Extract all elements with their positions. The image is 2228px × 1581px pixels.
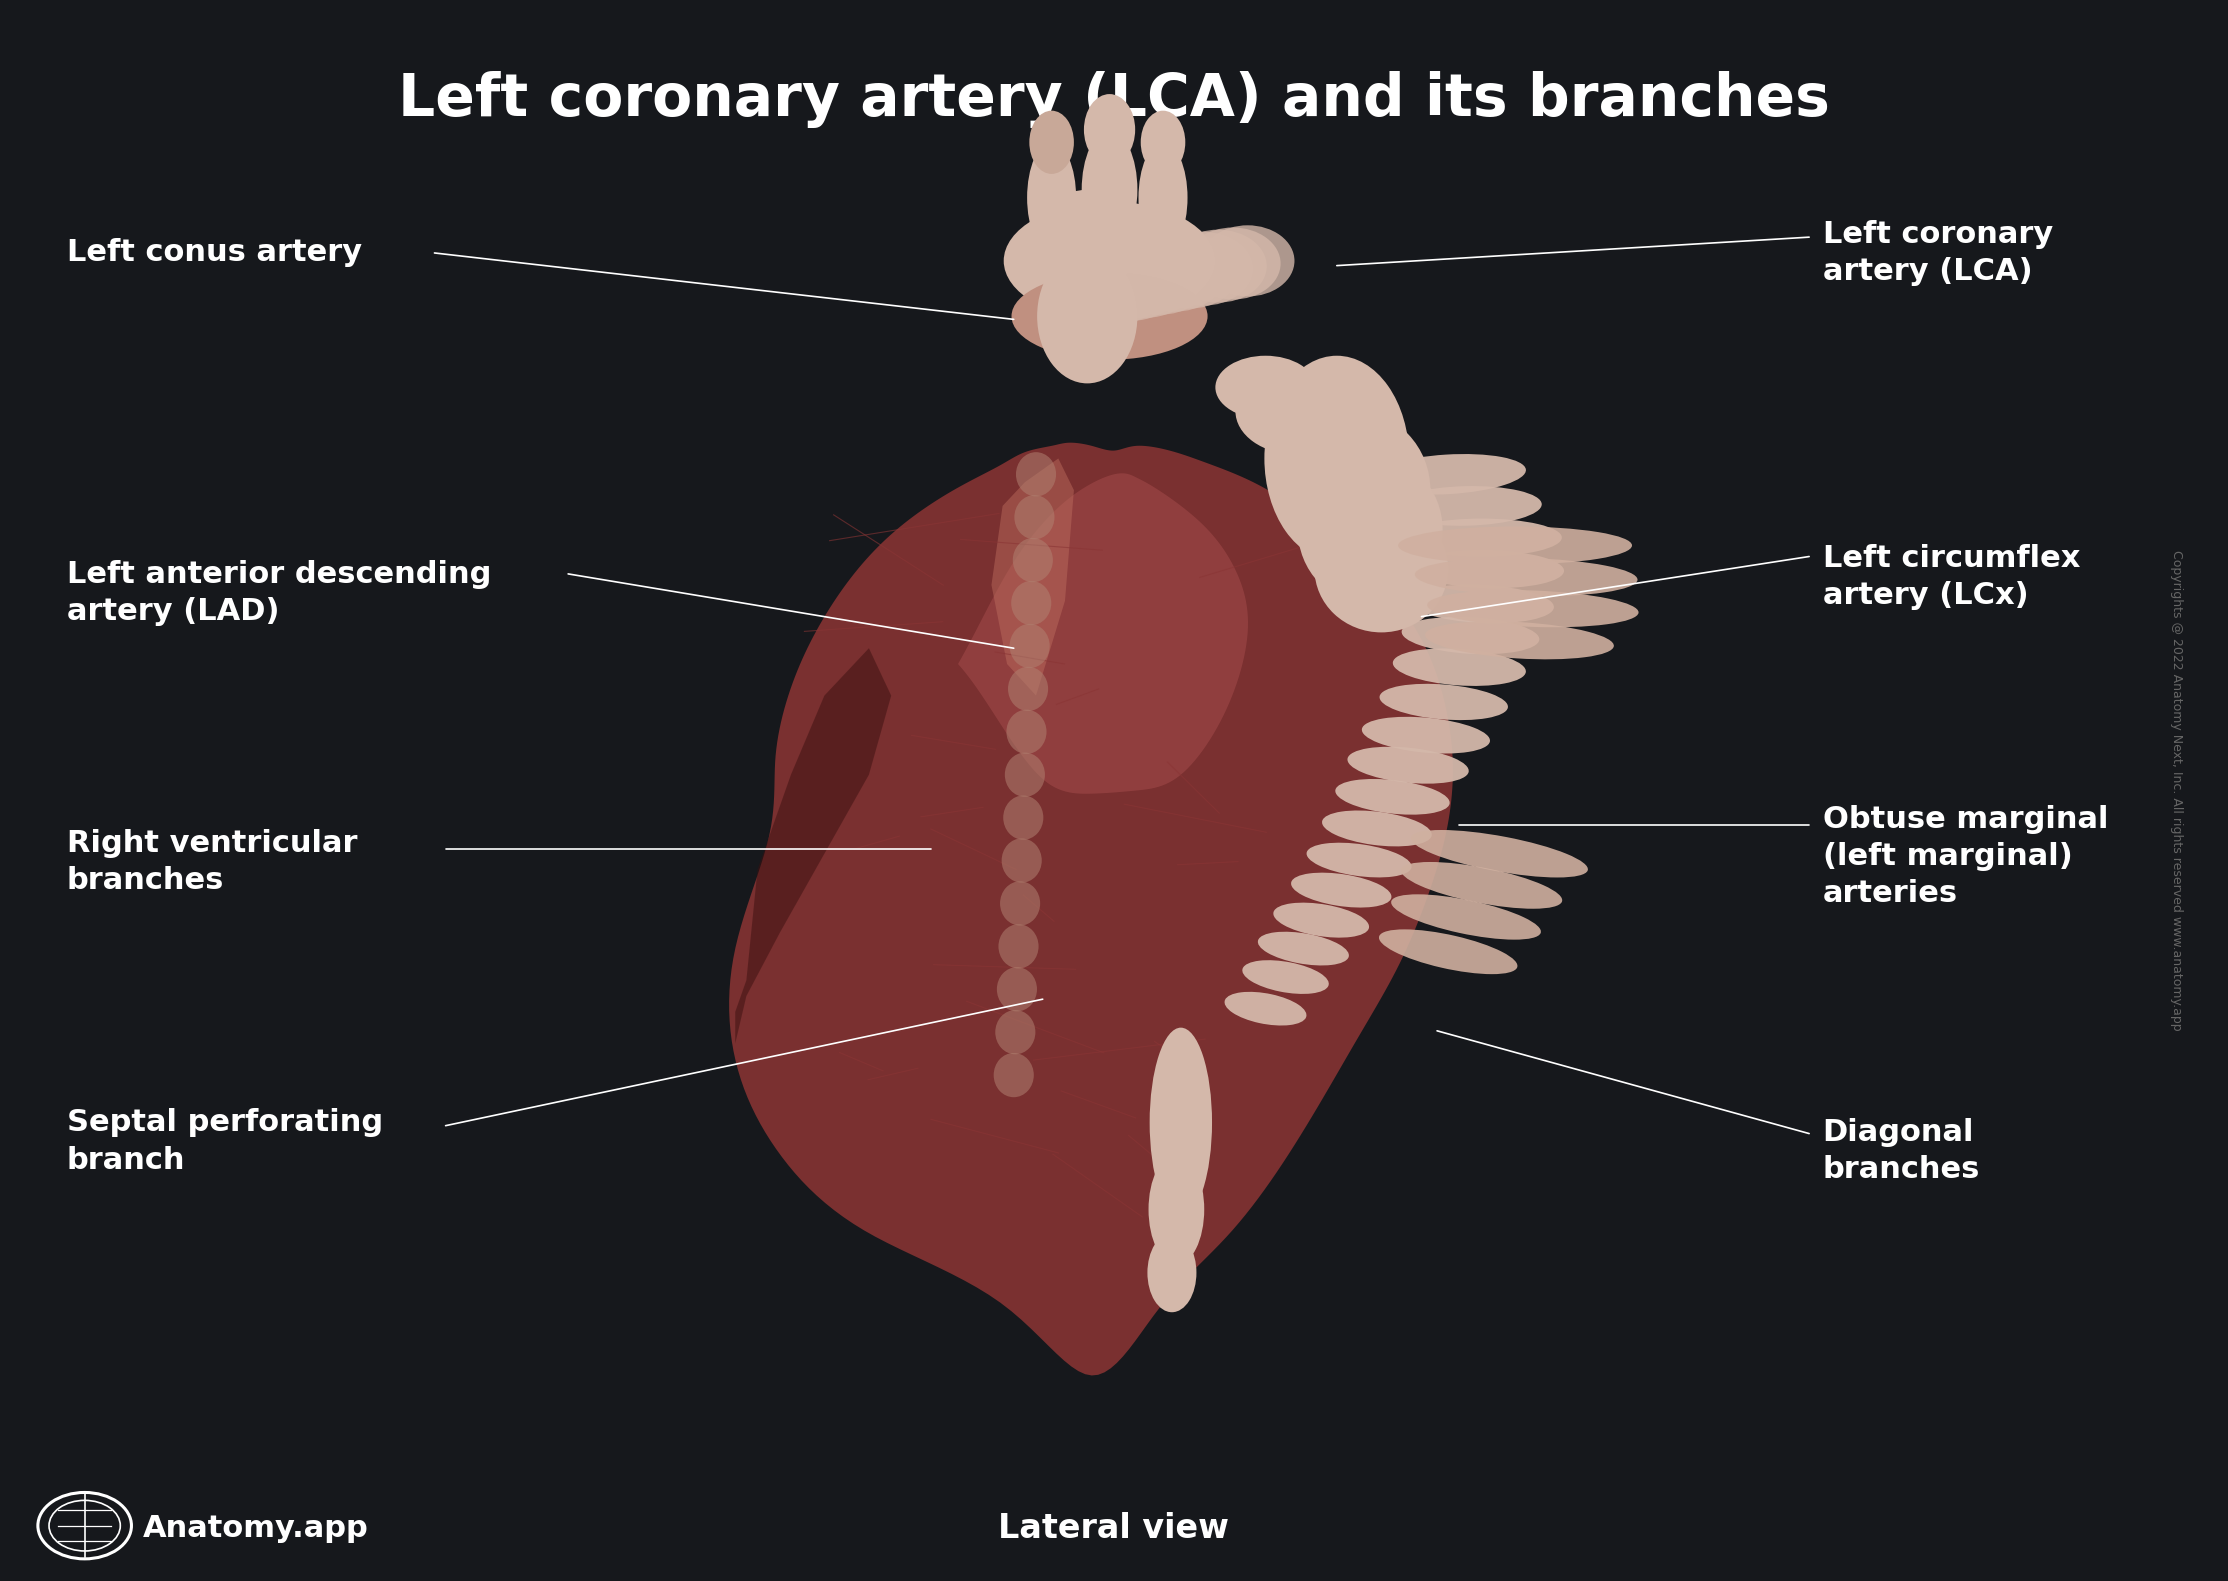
Ellipse shape — [1007, 710, 1047, 754]
Text: Lateral view: Lateral view — [998, 1513, 1230, 1545]
Ellipse shape — [1335, 779, 1450, 814]
Ellipse shape — [1170, 229, 1268, 302]
Text: Right ventricular
branches: Right ventricular branches — [67, 828, 356, 895]
Ellipse shape — [1027, 142, 1076, 253]
Ellipse shape — [1379, 685, 1508, 719]
Polygon shape — [991, 458, 1074, 696]
Ellipse shape — [1012, 580, 1052, 624]
Ellipse shape — [1121, 236, 1225, 311]
Ellipse shape — [1003, 838, 1043, 882]
Ellipse shape — [1147, 1233, 1196, 1312]
Ellipse shape — [1141, 111, 1185, 174]
Ellipse shape — [1014, 495, 1054, 539]
Ellipse shape — [1225, 991, 1306, 1026]
Ellipse shape — [1085, 93, 1136, 166]
Ellipse shape — [1003, 795, 1043, 840]
Ellipse shape — [996, 968, 1036, 1012]
Text: Diagonal
branches: Diagonal branches — [1823, 1118, 1981, 1184]
Ellipse shape — [1139, 234, 1239, 308]
Ellipse shape — [1105, 239, 1212, 315]
Ellipse shape — [1089, 240, 1196, 318]
Ellipse shape — [1392, 648, 1526, 686]
Ellipse shape — [1410, 830, 1589, 877]
Text: Left coronary artery (LCA) and its branches: Left coronary artery (LCA) and its branc… — [399, 71, 1829, 128]
Ellipse shape — [1274, 903, 1368, 938]
Ellipse shape — [1413, 550, 1564, 588]
Ellipse shape — [1083, 131, 1139, 248]
Ellipse shape — [1401, 862, 1562, 909]
Text: Septal perforating
branch: Septal perforating branch — [67, 1108, 383, 1175]
Ellipse shape — [1401, 617, 1540, 655]
Ellipse shape — [1234, 367, 1357, 455]
Ellipse shape — [1005, 202, 1216, 321]
Polygon shape — [958, 473, 1248, 794]
Ellipse shape — [1007, 667, 1047, 711]
Text: Left coronary
artery (LCA): Left coronary artery (LCA) — [1823, 220, 2052, 286]
Ellipse shape — [1043, 206, 1132, 300]
Ellipse shape — [1014, 538, 1054, 582]
Ellipse shape — [1000, 881, 1040, 925]
Text: Copyrights @ 2022 Anatomy Next, Inc. All rights reserved www.anatomy.app: Copyrights @ 2022 Anatomy Next, Inc. All… — [2170, 550, 2183, 1031]
Ellipse shape — [1259, 931, 1348, 966]
Ellipse shape — [1399, 526, 1633, 564]
Ellipse shape — [1154, 232, 1252, 305]
Text: Left anterior descending
artery (LAD): Left anterior descending artery (LAD) — [67, 560, 490, 626]
Ellipse shape — [1185, 228, 1281, 299]
Ellipse shape — [1315, 506, 1448, 632]
Ellipse shape — [1214, 356, 1315, 419]
Ellipse shape — [1016, 452, 1056, 496]
Text: Left conus artery: Left conus artery — [67, 239, 361, 267]
Ellipse shape — [1201, 225, 1294, 297]
Polygon shape — [729, 443, 1453, 1375]
Ellipse shape — [1139, 142, 1188, 253]
Ellipse shape — [1290, 873, 1392, 907]
Text: Anatomy.app: Anatomy.app — [143, 1515, 368, 1543]
Ellipse shape — [996, 1010, 1036, 1055]
Ellipse shape — [1428, 590, 1638, 628]
Ellipse shape — [1058, 245, 1170, 324]
Ellipse shape — [1390, 895, 1542, 939]
Ellipse shape — [1150, 1154, 1203, 1265]
Ellipse shape — [1306, 843, 1413, 877]
Ellipse shape — [1074, 243, 1183, 321]
Ellipse shape — [1401, 519, 1562, 557]
Ellipse shape — [1005, 753, 1045, 797]
Ellipse shape — [1379, 930, 1517, 974]
Ellipse shape — [994, 1053, 1034, 1097]
Ellipse shape — [1297, 455, 1444, 606]
Polygon shape — [735, 648, 891, 1043]
Ellipse shape — [1243, 960, 1328, 994]
Text: Left circumflex
artery (LCx): Left circumflex artery (LCx) — [1823, 544, 2081, 610]
Ellipse shape — [1390, 485, 1542, 526]
Ellipse shape — [1361, 716, 1491, 754]
Ellipse shape — [1415, 558, 1638, 596]
Ellipse shape — [1266, 356, 1410, 561]
Ellipse shape — [1410, 585, 1553, 623]
Ellipse shape — [1038, 248, 1136, 383]
Ellipse shape — [1348, 746, 1468, 784]
Text: Obtuse marginal
(left marginal)
arteries: Obtuse marginal (left marginal) arteries — [1823, 805, 2108, 909]
Ellipse shape — [1321, 811, 1433, 846]
Ellipse shape — [1012, 272, 1208, 359]
Ellipse shape — [1370, 454, 1526, 495]
Ellipse shape — [1029, 111, 1074, 174]
Ellipse shape — [1009, 624, 1049, 669]
Ellipse shape — [998, 925, 1038, 969]
Ellipse shape — [1279, 411, 1430, 569]
Ellipse shape — [1426, 621, 1613, 659]
Ellipse shape — [1047, 190, 1125, 253]
Ellipse shape — [1150, 1028, 1212, 1217]
